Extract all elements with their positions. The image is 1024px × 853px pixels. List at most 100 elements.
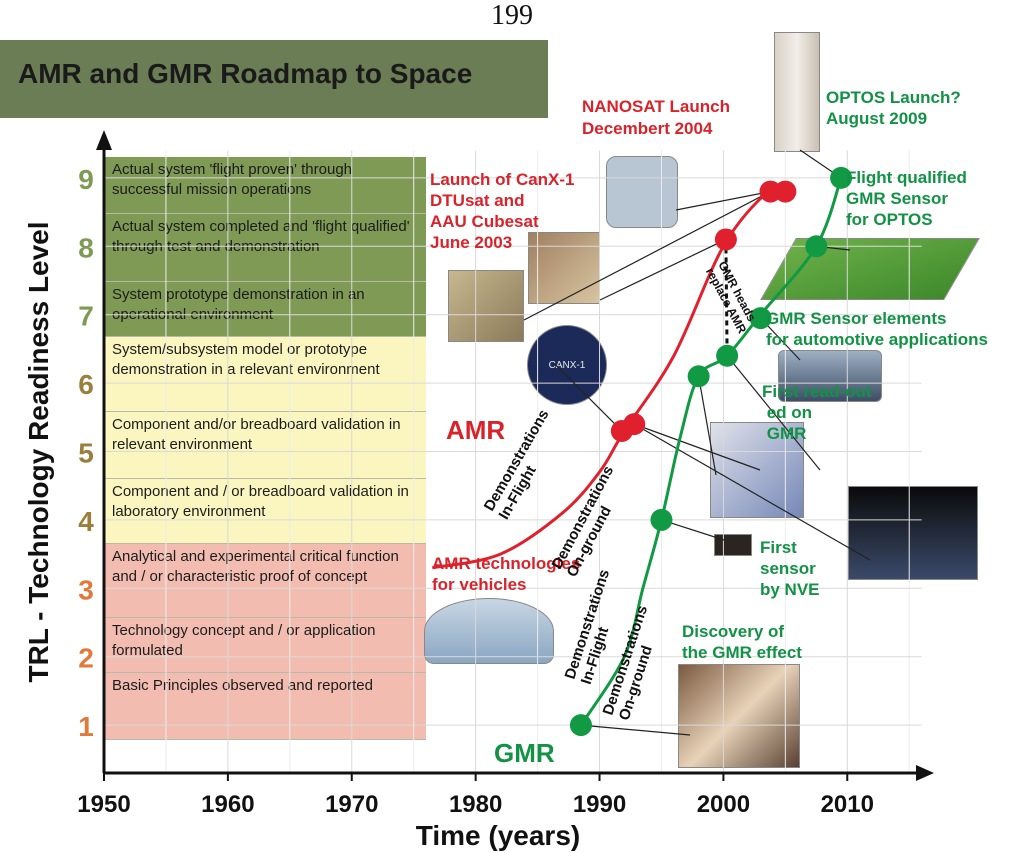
trl-row-2: Technology concept and / or application …: [104, 618, 426, 673]
annotation-line: for vehicles: [432, 575, 527, 594]
annotation-first-sensor: First sensor by NVE: [760, 538, 820, 599]
annotation-gmr-sensor-elements: GMR Sensor elements for automotive applic…: [766, 309, 988, 349]
data-point-gmr: [749, 307, 772, 330]
annotation-flight-qualified: Flight qualified GMR Sensor for OPTOS: [846, 168, 967, 229]
annotation-optos-launch: OPTOS Launch? August 2009: [826, 88, 961, 128]
trl-row-8: Actual system completed and 'flight qual…: [104, 214, 426, 282]
data-point-amr: [774, 180, 797, 203]
annotation-line: ed on: [762, 403, 812, 422]
annotation-connector: [726, 355, 821, 471]
y-tick-label: 1: [78, 711, 94, 742]
data-point-gmr: [830, 166, 853, 189]
trl-row-5: Component and/or breadboard validation i…: [104, 412, 426, 479]
trl-text-4: Component and / or breadboard validation…: [112, 483, 409, 520]
annotation-connector: [555, 364, 623, 432]
annotation-line: Flight qualified: [846, 168, 967, 187]
nobel-laureates-photo: [678, 664, 800, 768]
page-title: AMR and GMR Roadmap to Space: [18, 58, 473, 89]
cubesat-photo: [528, 232, 600, 304]
trl-row-9: Actual system 'flight proven' through su…: [104, 157, 426, 214]
annotation-line: GMR Sensor: [846, 189, 948, 208]
annotation-connector: [523, 191, 771, 321]
x-tick-labels: 1950 1960 1970 1980 1990 2000 2010: [77, 773, 874, 818]
annotation-connectors: [523, 149, 871, 736]
x-tick-label: 2010: [821, 791, 874, 818]
y-axis-arrow: [96, 130, 112, 150]
series-line-gmr: [579, 177, 843, 726]
annotation-line: August 2009: [826, 109, 927, 128]
y-tick-labels: 1 2 3 4 5 6 7 8 9: [78, 164, 94, 742]
car-model-photo: [848, 486, 978, 580]
label-gmr-demonstrations-on-ground: DemonstrationsOn-ground: [600, 603, 668, 722]
annotation-line: the GMR effect: [682, 643, 802, 662]
canx-logo: CANX-1: [527, 325, 607, 405]
series-points: [569, 166, 853, 737]
data-point-gmr: [569, 714, 592, 737]
y-tick-label: 2: [78, 643, 94, 674]
annotation-nanosat: NANOSAT Launch Decembert 2004: [582, 97, 730, 138]
series-label-gmr: GMR: [494, 738, 555, 768]
annotation-canx-launch: Launch of CanX-1 DTUsat and AAU Cubesat Jun…: [430, 170, 575, 252]
data-point-amr: [714, 228, 737, 251]
dtusat-photo: [448, 270, 524, 342]
annotation-line: AAU Cubesat: [430, 212, 539, 231]
dashed-replacement-link: [724, 239, 729, 356]
y-tick-label: 9: [78, 164, 94, 195]
grid-lines: [103, 150, 922, 773]
title-banner: AMR and GMR Roadmap to Space: [0, 40, 548, 118]
y-tick-label: 5: [78, 438, 94, 469]
data-point-gmr: [687, 365, 710, 388]
annotation-line: OPTOS Launch?: [826, 88, 961, 107]
annotation-line: sensor: [760, 559, 816, 578]
axes: [96, 130, 934, 781]
data-point-gmr: [716, 344, 739, 367]
trl-text-6: System/subsystem model or prototype demo…: [112, 341, 380, 378]
trl-row-6: System/subsystem model or prototype demo…: [104, 337, 426, 412]
annotation-line: Launch of CanX-1: [430, 170, 575, 189]
annotation-line: for OPTOS: [846, 210, 933, 229]
annotation-gmr-discovery: Discovery of the GMR effect: [682, 622, 802, 662]
annotation-first-readout: First read-out ed on GMR: [762, 382, 872, 443]
annotation-connector: [634, 423, 761, 471]
annotation-connector: [698, 376, 717, 476]
x-tick-label: 1970: [325, 791, 378, 818]
x-tick-label: 2000: [697, 791, 750, 818]
label-amr-demonstrations-on-ground: DemonstrationsOn-ground: [549, 463, 633, 580]
annotation-line: for automotive applications: [766, 330, 988, 349]
trl-row-1: Basic Principles observed and reported: [104, 673, 426, 740]
series-label-amr: AMR: [446, 415, 505, 445]
annotation-line: First read-out: [762, 382, 872, 401]
annotation-amr-technologies: AMR technologies for vehicles: [432, 554, 580, 594]
annotation-connector: [580, 724, 691, 736]
trl-row-3: Analytical and experimental critical fun…: [104, 544, 426, 618]
y-tick-label: 4: [78, 506, 94, 537]
annotation-connector: [675, 190, 771, 211]
annotation-line: GMR: [762, 424, 806, 443]
data-point-gmr: [805, 235, 828, 258]
y-tick-label: 7: [78, 301, 94, 332]
annotation-connector: [599, 238, 727, 301]
trl-text-3: Analytical and experimental critical fun…: [112, 548, 399, 585]
y-axis-label: TRL - Technology Readiness Level: [23, 221, 54, 682]
x-tick-label: 1980: [449, 791, 502, 818]
trl-text-5: Component and/or breadboard validation i…: [112, 416, 401, 453]
y-tick-label: 8: [78, 232, 94, 263]
annotation-line: DTUsat and: [430, 191, 524, 210]
trl-row-7: System prototype demonstration in an ope…: [104, 282, 426, 337]
y-tick-label: 6: [78, 369, 94, 400]
annotation-connector: [633, 423, 871, 561]
x-axis-label: Time (years): [416, 820, 580, 851]
annotation-line: Discovery of: [682, 622, 784, 641]
annotation-line: by NVE: [760, 580, 820, 599]
x-axis-arrow: [916, 765, 934, 781]
annotation-line: June 2003: [430, 233, 512, 252]
trl-row-4: Component and / or breadboard validation…: [104, 479, 426, 544]
readout-device-photo: [710, 422, 804, 518]
car-photo: [778, 350, 882, 402]
amr-vehicle-photo: [424, 598, 554, 664]
annotation-line: NANOSAT Launch: [582, 97, 730, 116]
x-tick-label: 1990: [573, 791, 626, 818]
data-point-gmr: [650, 508, 673, 531]
data-point-amr: [623, 413, 646, 436]
trl-text-2: Technology concept and / or application …: [112, 622, 376, 659]
